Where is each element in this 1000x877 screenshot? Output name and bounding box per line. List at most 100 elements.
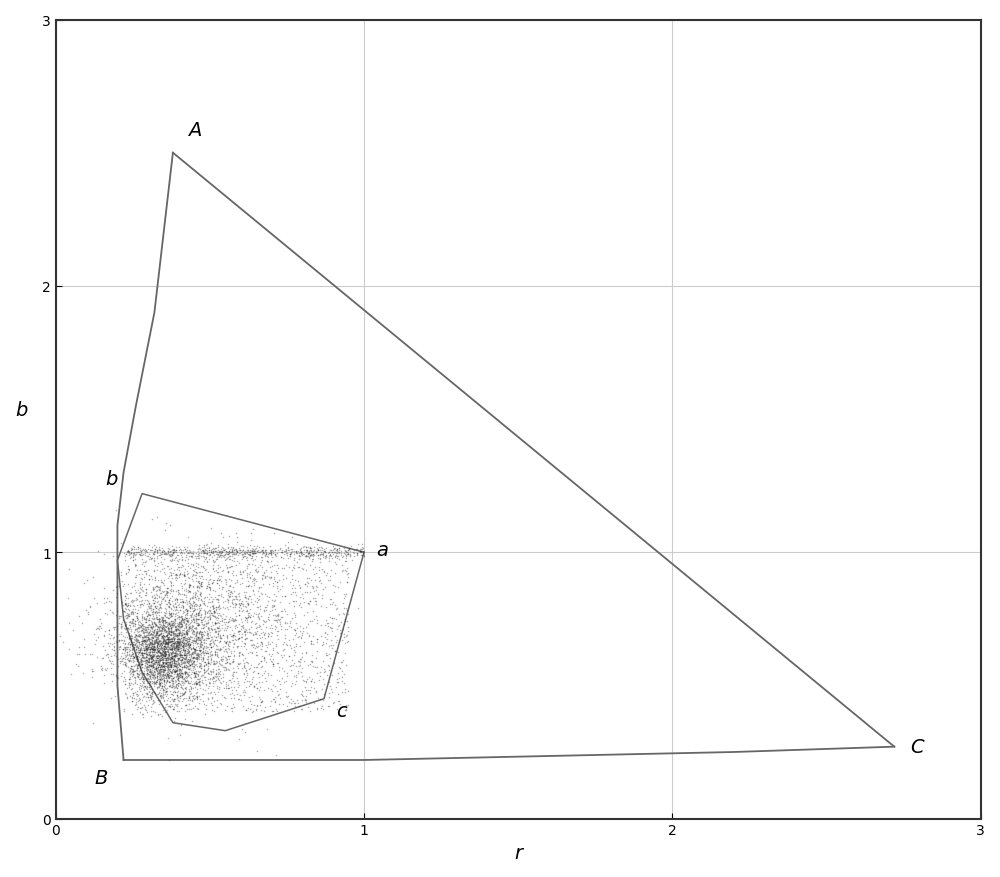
Point xyxy=(220,565,236,579)
Point xyxy=(279,546,295,560)
Point xyxy=(162,584,178,598)
Point xyxy=(137,681,153,695)
Point xyxy=(118,567,134,581)
Point xyxy=(179,702,195,717)
Point xyxy=(158,671,174,685)
Point xyxy=(141,654,157,668)
Point xyxy=(188,606,204,620)
Point xyxy=(151,696,167,710)
Point xyxy=(148,674,164,688)
Point xyxy=(141,632,157,646)
Point xyxy=(185,681,201,695)
Point xyxy=(158,653,174,667)
Point xyxy=(133,646,149,660)
Point xyxy=(171,626,187,640)
Point xyxy=(278,685,294,699)
Point xyxy=(71,647,87,661)
Point xyxy=(195,546,211,560)
Point xyxy=(212,548,228,562)
Point xyxy=(196,544,212,558)
Point xyxy=(146,637,162,651)
Point xyxy=(169,635,185,649)
Point xyxy=(161,628,177,642)
Point xyxy=(151,590,167,604)
Point xyxy=(221,681,237,695)
Point xyxy=(188,608,204,622)
Point xyxy=(157,662,173,676)
Point xyxy=(147,545,163,559)
Point xyxy=(117,622,133,636)
Point xyxy=(205,674,221,688)
Point xyxy=(190,631,206,645)
Point xyxy=(121,654,137,668)
Point xyxy=(156,547,172,561)
Point xyxy=(149,640,165,654)
Point xyxy=(202,611,218,625)
Point xyxy=(134,674,150,688)
Point xyxy=(178,621,194,635)
Point xyxy=(188,651,204,665)
Point xyxy=(156,671,172,685)
Point xyxy=(170,667,186,681)
Point xyxy=(241,606,257,620)
Point xyxy=(245,543,261,557)
Point xyxy=(162,627,178,641)
Point xyxy=(178,631,194,645)
Point xyxy=(284,542,300,556)
Point xyxy=(187,590,203,604)
Point xyxy=(240,543,256,557)
Point xyxy=(136,610,152,624)
Point xyxy=(186,644,202,658)
Point xyxy=(336,601,352,615)
Point xyxy=(294,548,310,562)
Point xyxy=(299,575,315,589)
Point xyxy=(139,663,155,677)
Point xyxy=(288,670,304,684)
Point xyxy=(242,572,258,586)
Point xyxy=(291,578,307,592)
Point xyxy=(251,670,267,684)
Point xyxy=(166,692,182,706)
Point xyxy=(113,619,129,633)
Point xyxy=(120,598,136,612)
Point xyxy=(228,683,244,697)
Point xyxy=(137,656,153,670)
Point xyxy=(153,596,169,610)
Point xyxy=(123,676,139,690)
Point xyxy=(151,667,167,681)
Point xyxy=(148,625,164,639)
Point xyxy=(266,558,282,572)
Point xyxy=(295,540,311,554)
Point xyxy=(338,555,354,569)
Point xyxy=(158,604,174,618)
Point xyxy=(244,544,260,558)
Point xyxy=(248,639,264,653)
Point xyxy=(189,626,205,640)
Point xyxy=(204,607,220,621)
Point xyxy=(161,652,177,666)
Point xyxy=(298,540,314,554)
Point xyxy=(337,554,353,568)
Point xyxy=(147,601,163,615)
Point xyxy=(198,664,214,678)
Point xyxy=(303,541,319,555)
Point xyxy=(294,646,310,660)
Point xyxy=(184,657,200,671)
Point xyxy=(216,644,232,658)
Point xyxy=(267,602,283,616)
Point xyxy=(124,636,140,650)
Point xyxy=(126,625,142,639)
Point xyxy=(126,644,142,658)
Point xyxy=(150,660,166,674)
Point xyxy=(149,648,165,662)
Point xyxy=(225,654,241,668)
Point xyxy=(161,675,177,689)
Point xyxy=(168,599,184,613)
Point xyxy=(210,548,226,562)
Point xyxy=(251,656,267,670)
Point xyxy=(142,620,158,634)
Point xyxy=(226,688,242,702)
Point xyxy=(138,625,154,639)
Point xyxy=(131,658,147,672)
Point xyxy=(144,631,160,645)
